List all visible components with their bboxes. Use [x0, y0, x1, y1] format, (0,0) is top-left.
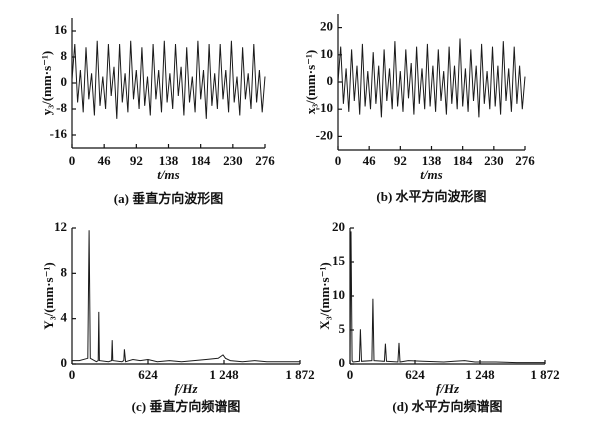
x-tick-label: 92 [130, 153, 143, 168]
y-tick-label: 15 [332, 253, 346, 268]
y-tick-label: 20 [320, 19, 333, 34]
x-tick-label: 624 [405, 367, 425, 382]
y-tick-label: 20 [332, 219, 345, 234]
x-tick-label: 276 [255, 153, 275, 168]
y-tick-label: 8 [61, 264, 68, 279]
y-tick-label: -10 [316, 100, 333, 115]
data-line [71, 40, 266, 119]
y-tick-label: -20 [316, 127, 333, 142]
panel-caption: (b) 水平方向波形图 [376, 189, 486, 204]
x-tick-label: 138 [159, 153, 179, 168]
data-line [349, 231, 545, 364]
y-tick-label: 0 [339, 355, 346, 370]
x-tick-label: 0 [347, 367, 354, 382]
x-tick-label: 0 [69, 153, 76, 168]
panel-caption: (a) 垂直方向波形图 [114, 191, 223, 206]
y-tick-label: -16 [50, 126, 68, 141]
y-tick-label: 5 [339, 321, 346, 336]
panel-caption: (d) 水平方向频谱图 [392, 399, 502, 414]
y-tick-label: 10 [320, 46, 333, 61]
x-axis-label: f/Hz [436, 381, 460, 396]
y-tick-label: 10 [332, 287, 345, 302]
x-axis-label: t/ms [420, 167, 442, 182]
y-tick-label: 4 [61, 310, 68, 325]
x-tick-label: 92 [394, 153, 407, 168]
y-tick-label: 0 [61, 74, 68, 89]
x-axis-label: f/Hz [174, 381, 198, 396]
x-tick-label: 46 [98, 153, 112, 168]
panel-caption: (c) 垂直方向频谱图 [132, 399, 241, 414]
y-axis-label: x₃/(mm·s⁻¹) [303, 50, 318, 114]
x-tick-label: 0 [335, 153, 342, 168]
x-tick-label: 184 [453, 153, 473, 168]
x-tick-label: 276 [515, 153, 535, 168]
x-tick-label: 46 [363, 153, 377, 168]
y-tick-label: 12 [54, 219, 67, 234]
x-tick-label: 0 [69, 367, 76, 382]
y-axis-label: Y₃/(mm·s⁻¹) [41, 262, 56, 329]
data-line [337, 38, 526, 118]
data-line [72, 230, 300, 363]
x-tick-label: 184 [191, 153, 211, 168]
y-tick-label: -8 [56, 100, 67, 115]
x-tick-label: 1 872 [285, 367, 314, 382]
y-tick-label: 0 [327, 73, 334, 88]
x-tick-label: 230 [484, 153, 504, 168]
y-axis-label: y₃/(mm·s⁻¹) [39, 51, 54, 115]
x-tick-label: 624 [138, 367, 158, 382]
y-tick-label: 16 [54, 22, 68, 37]
x-tick-label: 1 248 [465, 367, 495, 382]
x-tick-label: 138 [422, 153, 442, 168]
x-tick-label: 1 872 [530, 367, 559, 382]
y-tick-label: 8 [61, 48, 68, 63]
x-axis-label: t/ms [157, 167, 179, 182]
x-tick-label: 1 248 [209, 367, 239, 382]
y-tick-label: 0 [61, 355, 68, 370]
y-axis-label: X₃/(mm·s⁻¹) [317, 262, 332, 329]
x-tick-label: 230 [223, 153, 243, 168]
